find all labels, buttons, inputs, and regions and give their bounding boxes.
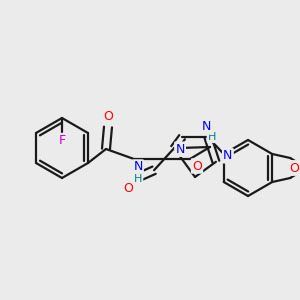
- Text: O: O: [123, 182, 133, 195]
- Text: O: O: [192, 160, 202, 172]
- Text: F: F: [58, 134, 66, 148]
- Text: N: N: [176, 143, 185, 156]
- Text: N: N: [201, 121, 211, 134]
- Text: O: O: [289, 161, 299, 175]
- Text: O: O: [103, 110, 113, 124]
- Text: O: O: [289, 161, 299, 175]
- Text: N: N: [223, 149, 232, 162]
- Text: H: H: [134, 174, 142, 184]
- Text: H: H: [208, 132, 216, 142]
- Text: N: N: [133, 160, 143, 173]
